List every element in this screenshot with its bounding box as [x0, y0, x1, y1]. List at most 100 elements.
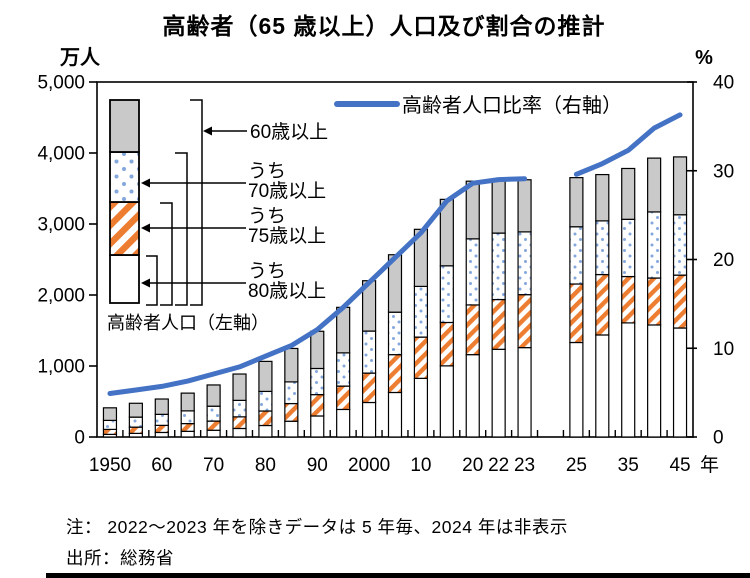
- bar-2025-70plus: [569, 226, 584, 285]
- bar-1990-80plus: [310, 415, 325, 438]
- bar-2000-80plus: [361, 401, 377, 438]
- x-label-2000: 2000: [348, 455, 390, 476]
- bar-2045-80plus: [672, 327, 688, 438]
- x-label-25: 25: [566, 455, 587, 476]
- bar-1985-80plus: [284, 420, 299, 438]
- bar-1985-top: [284, 347, 299, 383]
- y-right-label-30: 30: [713, 161, 734, 182]
- bar-1995-70plus: [336, 352, 351, 387]
- bar-2025-80plus: [569, 341, 584, 438]
- bar-2000-75plus: [361, 372, 377, 404]
- bar-1965-75plus: [180, 422, 195, 432]
- y-right-label-10: 10: [713, 339, 734, 360]
- bar-1985-70plus: [284, 381, 299, 405]
- y-left-label-1000: 1,000: [37, 357, 85, 378]
- bar-1950-70plus: [102, 419, 118, 431]
- label-total: 60歳以上: [250, 121, 328, 143]
- ratio-line-1950-2023: [107, 176, 528, 397]
- bar-2030-70plus: [595, 220, 610, 276]
- sample-segment-75plus: [109, 201, 140, 256]
- bar-2045-75plus: [672, 274, 688, 329]
- bar-2030-80plus: [595, 334, 610, 438]
- bar-1960-top: [154, 398, 169, 415]
- arrow-70-head: [141, 178, 150, 188]
- bar-2015-80plus: [439, 365, 454, 438]
- bar-2025-top: [569, 177, 584, 228]
- bar-1970-75plus: [206, 420, 221, 431]
- label-80-prefix: うち: [248, 261, 286, 282]
- bar-1995-80plus: [336, 408, 351, 438]
- chart-title: 高齢者（65 歳以上）人口及び割合の推計: [162, 13, 606, 39]
- y-right-label-0: 0: [713, 428, 724, 449]
- bar-2010-75plus: [413, 336, 429, 379]
- legend-bar-sample: 60歳以上 うち 70歳以上 うち 75歳以上 うち 80歳以上 高齢者人口（左…: [107, 99, 328, 333]
- bar-2045-70plus: [672, 214, 688, 276]
- ratio-line-2025-2045: [573, 112, 683, 177]
- label-80: 80歳以上: [248, 280, 326, 302]
- x-label-80: 80: [255, 455, 276, 476]
- bar-1975-70plus: [232, 399, 247, 418]
- bar-1975-80plus: [232, 427, 247, 438]
- bottom-border-rule: [46, 573, 750, 578]
- x-label-1950: 1950: [89, 455, 131, 476]
- bar-2010-80plus: [413, 377, 429, 438]
- sample-segment-top: [109, 99, 140, 153]
- bar-2035-70plus: [621, 218, 636, 278]
- bar-1990-70plus: [310, 367, 325, 396]
- sample-segment-80plus: [109, 254, 140, 304]
- arrow-75-head: [141, 223, 150, 233]
- bar-1975-75plus: [232, 416, 247, 430]
- bar-2022-75plus: [491, 298, 506, 350]
- bar-1980-80plus: [258, 424, 273, 438]
- bar-1995-75plus: [336, 385, 351, 411]
- bracket-80plus: [146, 255, 158, 306]
- label-75: 75歳以上: [248, 225, 326, 247]
- bar-2030-top: [595, 173, 610, 222]
- bar-2022-70plus: [491, 232, 506, 301]
- bar-1955-top: [128, 402, 143, 418]
- bar-2022-top: [491, 179, 506, 234]
- bar-2020-70plus: [465, 238, 480, 306]
- left-axis-unit: 万人: [59, 46, 101, 69]
- x-label-20: 20: [462, 455, 483, 476]
- y-left-label-0: 0: [74, 428, 85, 449]
- bar-2023-80plus: [517, 347, 532, 438]
- bracket-70plus: [175, 152, 188, 306]
- x-label-10: 10: [410, 455, 431, 476]
- y-left-label-4000: 4,000: [37, 144, 85, 165]
- note-text: 注： 2022～2023 年を除きデータは 5 年毎、2024 年は非表示: [66, 517, 568, 537]
- bar-2005-70plus: [387, 311, 403, 356]
- x-label-90: 90: [307, 455, 328, 476]
- label-70: 70歳以上: [248, 180, 326, 202]
- bar-1965-70plus: [180, 410, 195, 425]
- bar-1970-80plus: [206, 429, 221, 438]
- bar-2020-80plus: [465, 354, 480, 438]
- bar-2040-70plus: [647, 211, 662, 279]
- bar-1960-80plus: [154, 431, 169, 438]
- legend-bar-caption: 高齢者人口（左軸）: [107, 313, 269, 333]
- bar-2000-70plus: [361, 330, 377, 374]
- bar-1980-top: [258, 360, 273, 393]
- bar-2005-80plus: [387, 391, 403, 438]
- label-70-prefix: うち: [248, 161, 286, 182]
- x-label-60: 60: [151, 455, 172, 476]
- bar-2023-70plus: [517, 231, 532, 296]
- bar-1965-80plus: [180, 430, 195, 438]
- y-right-label-40: 40: [713, 73, 734, 94]
- x-label-35: 35: [618, 455, 639, 476]
- bar-1990-top: [310, 330, 325, 370]
- bar-2015-75plus: [439, 321, 454, 367]
- bar-1960-70plus: [154, 413, 169, 426]
- bar-2020-top: [465, 180, 480, 240]
- bar-1970-top: [206, 384, 221, 407]
- bar-2030-75plus: [595, 273, 610, 336]
- y-left-label-5000: 5,000: [37, 73, 85, 94]
- arrow-80-head: [141, 278, 150, 288]
- bar-2022-80plus: [491, 348, 506, 438]
- label-75-prefix: うち: [248, 206, 286, 227]
- x-label-70: 70: [203, 455, 224, 476]
- bar-2045-top: [672, 156, 688, 216]
- legend-line-label: 高齢者人口比率（右軸）: [402, 94, 622, 117]
